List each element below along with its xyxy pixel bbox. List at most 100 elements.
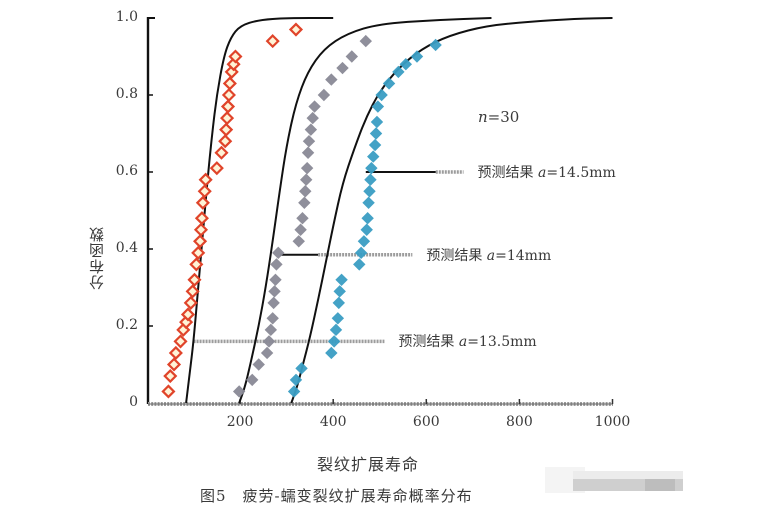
data-point-filled-diamond [365, 161, 378, 175]
data-point-open-diamond [218, 134, 233, 149]
data-point-open-diamond [214, 145, 229, 160]
data-point-filled-diamond [410, 50, 424, 63]
data-point-open-diamond [183, 295, 198, 310]
data-point-filled-diamond [260, 346, 274, 360]
data-point-open-diamond [220, 111, 235, 126]
data-point-filled-diamond [289, 373, 303, 387]
axes [146, 17, 614, 406]
data-point-filled-diamond [367, 150, 380, 163]
data-point-open-diamond [189, 257, 204, 272]
data-point-open-diamond [191, 245, 206, 260]
data-point-filled-diamond [317, 88, 331, 102]
data-point-filled-diamond [270, 258, 283, 271]
data-point-open-diamond [288, 22, 304, 37]
data-point-filled-diamond [371, 100, 385, 113]
figure-caption: 图5 疲劳-蠕变裂纹扩展寿命概率分布 [200, 487, 473, 505]
x-tick-label: 200 [226, 414, 254, 430]
watermark [545, 465, 715, 495]
data-point-filled-diamond [382, 77, 396, 90]
data-point-filled-diamond [266, 312, 279, 325]
data-point-filled-diamond [294, 223, 307, 236]
data-point-filled-diamond [375, 88, 388, 102]
data-point-open-diamond [194, 211, 209, 226]
data-point-filled-diamond [363, 185, 376, 198]
data-point-filled-diamond [429, 38, 442, 52]
data-point-open-diamond [197, 184, 212, 199]
data-point-filled-diamond [354, 246, 368, 260]
data-point-filled-diamond [306, 111, 319, 125]
data-point-filled-diamond [299, 173, 313, 186]
prediction-label: 预测结果 a=13.5mm [398, 334, 537, 351]
data-point-filled-diamond [327, 335, 341, 348]
y-tick-label: 0 [129, 394, 138, 410]
data-point-filled-diamond [272, 246, 285, 260]
data-point-filled-diamond [357, 235, 371, 248]
data-point-filled-diamond [295, 362, 308, 375]
data-point-filled-diamond [332, 296, 345, 310]
x-axis-label: 裂纹扩展寿命 [317, 455, 420, 474]
data-point-filled-diamond [399, 57, 413, 71]
prediction-lines [193, 170, 464, 344]
data-point-filled-diamond [298, 196, 311, 210]
data-point-filled-diamond [370, 115, 384, 129]
data-point-open-diamond [209, 161, 224, 176]
data-point-filled-diamond [252, 358, 265, 371]
data-point-filled-diamond [262, 335, 276, 348]
data-point-filled-diamond [300, 161, 314, 175]
data-point-open-diamond [228, 49, 243, 64]
data-point-filled-diamond [331, 312, 345, 325]
data-point-filled-diamond [232, 385, 246, 398]
data-point-filled-diamond [364, 173, 377, 186]
data-point-filled-diamond [267, 296, 280, 310]
data-point-open-diamond [173, 334, 188, 349]
fitted-curves [185, 17, 613, 404]
prediction-label: 预测结果 a=14.5mm [477, 165, 616, 181]
data-point-open-diamond [161, 384, 176, 399]
prediction-label: 预测结果 a=14mm [426, 247, 552, 264]
data-point-open-diamond [166, 357, 182, 372]
data-point-filled-diamond [345, 50, 359, 63]
data-point-filled-diamond [269, 273, 282, 287]
x-tick-label: 600 [412, 414, 440, 430]
data-point-open-diamond [193, 222, 209, 237]
data-point-filled-diamond [299, 185, 312, 198]
data-points [161, 22, 442, 399]
data-point-open-diamond [168, 345, 183, 361]
fitted-curve [185, 17, 334, 404]
data-point-filled-diamond [353, 258, 366, 271]
data-point-filled-diamond [287, 385, 301, 398]
data-point-open-diamond [198, 172, 213, 187]
data-point-filled-diamond [302, 134, 316, 148]
data-point-open-diamond [221, 87, 236, 103]
data-point-open-diamond [195, 195, 210, 210]
data-point-open-diamond [219, 122, 234, 137]
data-point-open-diamond [193, 234, 208, 249]
data-point-filled-diamond [360, 223, 373, 236]
fitted-curve [290, 17, 613, 404]
data-point-filled-diamond [292, 235, 305, 248]
data-point-open-diamond [163, 368, 178, 384]
data-point-open-diamond [185, 284, 200, 299]
data-point-filled-diamond [308, 100, 321, 113]
data-point-open-diamond [265, 34, 280, 49]
fitted-curve [238, 17, 492, 404]
y-tick-label: 0.8 [115, 86, 138, 102]
data-point-filled-diamond [361, 211, 374, 225]
data-point-filled-diamond [336, 61, 349, 75]
data-point-filled-diamond [325, 346, 338, 360]
y-axis-label: 分布函数 [88, 226, 106, 290]
data-point-filled-diamond [362, 196, 375, 210]
data-point-filled-diamond [296, 211, 309, 225]
data-point-open-diamond [187, 272, 202, 287]
data-point-open-diamond [222, 76, 237, 91]
data-point-filled-diamond [368, 138, 382, 152]
y-tick-label: 0.6 [115, 163, 138, 179]
data-point-filled-diamond [392, 65, 405, 79]
data-point-filled-diamond [333, 285, 346, 298]
data-point-filled-diamond [304, 123, 318, 136]
data-point-filled-diamond [301, 146, 315, 159]
data-point-filled-diamond [369, 127, 383, 140]
data-point-filled-diamond [245, 373, 259, 387]
y-tick-label: 1.0 [115, 9, 138, 25]
